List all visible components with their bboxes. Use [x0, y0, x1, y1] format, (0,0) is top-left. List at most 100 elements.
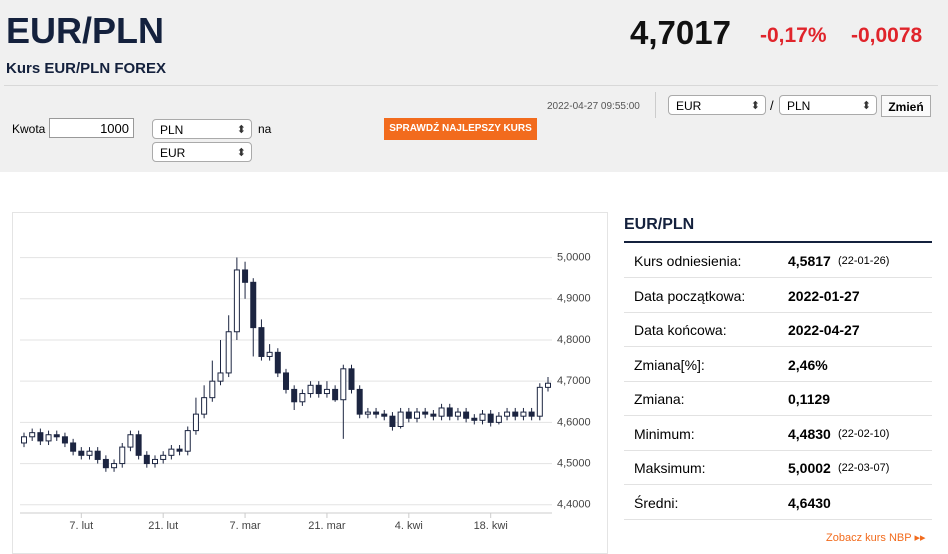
candle-body	[21, 436, 27, 444]
row-date: (22-01-26)	[838, 255, 890, 267]
subtitle: Kurs EUR/PLN FOREX	[6, 60, 167, 77]
candle-body	[512, 411, 519, 417]
row-label: Zmiana:	[634, 391, 685, 407]
candle-body	[61, 436, 68, 444]
na-label: na	[258, 122, 272, 136]
candle-body	[323, 388, 330, 395]
title: EUR/PLN	[6, 10, 165, 51]
candle-body	[70, 442, 77, 452]
candle-body	[414, 411, 420, 419]
row-value: 2022-04-27	[788, 322, 860, 338]
y-tick-label: 5,0000	[557, 252, 591, 264]
stats-row: Maksimum: 5,0002 (22-03-07)	[624, 450, 932, 485]
x-tick-label: 4. kwi	[395, 520, 423, 532]
candle-body	[266, 351, 273, 357]
candle-body	[315, 384, 322, 395]
row-label: Kurs odniesienia:	[634, 253, 742, 269]
stats-row: Średni: 4,6430	[624, 485, 932, 520]
row-value: 4,5817	[788, 253, 831, 269]
y-tick-label: 4,9000	[557, 293, 591, 305]
row-value: 4,4830	[788, 425, 831, 442]
row-value: 2,46%	[788, 356, 828, 373]
stats-row: Zmiana: 0,1129	[624, 381, 932, 416]
amount-input[interactable]: 1000	[49, 118, 134, 138]
chart: 4,4000 4,5000 4,6000 4,7000 4,8000 4,9000 5,00…	[20, 252, 591, 532]
candle-body	[135, 434, 142, 456]
candle-body	[53, 434, 60, 438]
candle-body	[78, 450, 85, 456]
candle-body	[405, 411, 412, 419]
candle-body	[397, 411, 404, 427]
header: EUR/PLN Kurs EUR/PLN FOREX 4,7017 -0,17%…	[0, 0, 948, 172]
candle-body	[348, 368, 355, 390]
pair-to-select[interactable]: PLN	[779, 95, 877, 116]
x-tick-label: 21. lut	[148, 520, 178, 532]
candle-body	[176, 448, 183, 452]
candle-body	[389, 415, 396, 427]
candle-body	[201, 397, 208, 415]
stats-row: Zmiana[%]: 2,46%	[624, 347, 932, 382]
table-rule	[624, 241, 932, 243]
candle-body	[381, 413, 388, 417]
candle-body	[225, 331, 232, 374]
stats-row: Data początkowa: 2022-01-27	[624, 278, 932, 313]
candle-body	[119, 446, 126, 465]
candle-body	[504, 411, 511, 417]
row-label: Zmiana[%]:	[634, 356, 705, 373]
candle-body	[250, 281, 257, 329]
separator-line	[655, 92, 656, 118]
candle-body	[111, 463, 118, 469]
row-value: 0,1129	[788, 391, 831, 407]
candle-body	[168, 448, 175, 456]
candle-body	[536, 386, 543, 417]
candle-body	[258, 327, 265, 357]
candle-body	[283, 372, 289, 390]
stats-table: Kurs odniesienia: 4,5817 (22-01-26) Data po…	[624, 243, 932, 520]
candle-body	[438, 407, 445, 417]
candle-body	[192, 413, 199, 432]
candle-body	[274, 351, 281, 374]
candle-body	[160, 454, 167, 460]
swap-button[interactable]: Zmień	[881, 95, 931, 117]
best-rate-button[interactable]: SPRAWDŹ NAJLEPSZY KURS	[384, 118, 537, 140]
candle-body	[242, 269, 249, 283]
y-tick-label: 4,4000	[557, 499, 591, 511]
amount-label: Kwota	[12, 122, 46, 136]
candle-body	[102, 458, 109, 469]
candle-body	[520, 411, 527, 417]
divider	[4, 85, 938, 86]
candle-body	[143, 454, 150, 465]
change-pct: -0,17%	[760, 24, 827, 47]
row-label: Średni:	[634, 494, 679, 511]
nbp-link-text[interactable]: Zobacz kurs NBP	[826, 532, 912, 544]
candle-body	[545, 382, 551, 388]
candle-body	[454, 411, 461, 417]
row-date: (22-02-10)	[838, 427, 890, 440]
candle-body	[152, 458, 158, 465]
row-date: (22-03-07)	[838, 462, 890, 474]
pair-separator: /	[770, 98, 774, 113]
candle-body	[127, 434, 134, 448]
x-tick-label: 21. mar	[308, 520, 346, 532]
stats-row: Minimum: 4,4830 (22-02-10)	[624, 416, 932, 451]
candle-body	[45, 434, 52, 442]
stats-row: Data końcowa: 2022-04-27	[624, 312, 932, 347]
to-select[interactable]: EUR	[152, 142, 252, 163]
stats-row: Kurs odniesienia: 4,5817 (22-01-26)	[624, 243, 932, 278]
change: -0,0078	[851, 24, 923, 47]
row-value: 2022-01-27	[788, 287, 860, 304]
table-title: EUR/PLN	[624, 216, 695, 233]
x-tick-label: 7. lut	[69, 520, 93, 532]
candle-body	[299, 393, 306, 403]
nbp-link[interactable]: Zobacz kurs NBP ▸▸	[826, 532, 926, 544]
candle-body	[487, 413, 494, 423]
price: 4,7017	[630, 14, 731, 51]
y-tick-label: 4,6000	[557, 416, 591, 428]
y-tick-label: 4,7000	[557, 375, 591, 387]
candle-body	[373, 411, 380, 415]
from-select[interactable]: PLN	[152, 119, 252, 140]
candle-body	[37, 432, 44, 442]
candle-body	[29, 432, 36, 438]
candle-body	[430, 413, 437, 417]
pair-from-select[interactable]: EUR	[668, 95, 766, 116]
